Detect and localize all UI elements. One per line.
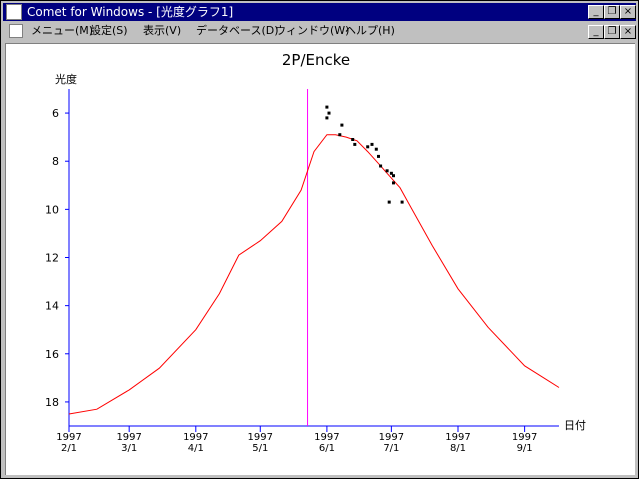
observation-point bbox=[379, 164, 383, 168]
observation-point bbox=[325, 105, 329, 109]
doc-minimize-button[interactable]: _ bbox=[588, 25, 604, 39]
x-tick-label-date: 3/1 bbox=[121, 443, 137, 454]
x-tick-label-year: 1997 bbox=[248, 432, 273, 443]
menu-bar: メニュー(M) 設定(S) 表示(V) データベース(D) ウィンドウ(W) ヘ… bbox=[3, 22, 636, 41]
y-tick-label: 6 bbox=[52, 107, 59, 120]
x-tick-label-year: 1997 bbox=[183, 432, 208, 443]
menu-item-view[interactable]: 表示(V) bbox=[143, 24, 182, 37]
predicted-brightness-curve bbox=[68, 134, 560, 415]
observation-point bbox=[370, 142, 374, 146]
y-tick-label: 18 bbox=[45, 396, 59, 409]
x-tick-label-date: 9/1 bbox=[517, 443, 533, 454]
restore-button[interactable]: ❐ bbox=[604, 5, 620, 19]
menu-item-database[interactable]: データベース(D) bbox=[196, 24, 279, 37]
observation-point bbox=[385, 169, 389, 173]
menu-item-help[interactable]: ヘルプ(H) bbox=[345, 24, 395, 37]
document-icon[interactable] bbox=[9, 24, 23, 38]
observation-point bbox=[387, 200, 391, 204]
observation-point bbox=[327, 111, 331, 115]
x-tick-label-year: 1997 bbox=[314, 432, 339, 443]
menu-item-settings[interactable]: 設定(S) bbox=[90, 24, 128, 37]
x-tick-label-year: 1997 bbox=[512, 432, 537, 443]
x-tick-label-date: 5/1 bbox=[252, 443, 268, 454]
chart-title: 2P/Encke bbox=[282, 51, 350, 69]
observation-point bbox=[377, 154, 380, 158]
y-tick-label: 12 bbox=[45, 252, 59, 265]
observation-point bbox=[338, 133, 342, 137]
y-tick-label: 16 bbox=[45, 348, 59, 361]
menu-item-window[interactable]: ウィンドウ(W) bbox=[275, 24, 350, 37]
window-title: Comet for Windows - [光度グラフ1] bbox=[27, 5, 234, 19]
x-tick-label-year: 1997 bbox=[116, 432, 141, 443]
y-tick-label: 8 bbox=[52, 155, 59, 168]
x-tick-label-year: 1997 bbox=[445, 432, 470, 443]
observation-point bbox=[325, 116, 329, 120]
title-bar[interactable]: Comet for Windows - [光度グラフ1] _ ❐ × bbox=[3, 3, 636, 21]
observation-point bbox=[353, 142, 357, 146]
x-tick-label-date: 6/1 bbox=[319, 443, 335, 454]
x-tick-label-year: 1997 bbox=[56, 432, 81, 443]
x-tick-label-year: 1997 bbox=[379, 432, 404, 443]
observation-point bbox=[374, 147, 378, 151]
minimize-button[interactable]: _ bbox=[588, 5, 604, 19]
doc-close-button[interactable]: × bbox=[620, 25, 636, 39]
observation-point bbox=[351, 138, 355, 141]
doc-restore-button[interactable]: ❐ bbox=[604, 25, 620, 39]
x-tick-label-date: 4/1 bbox=[188, 443, 204, 454]
menu-item-menu[interactable]: メニュー(M) bbox=[31, 24, 94, 37]
observation-point bbox=[340, 123, 344, 127]
observation-point bbox=[392, 174, 395, 178]
observation-point bbox=[389, 171, 393, 175]
x-tick-label-date: 7/1 bbox=[383, 443, 399, 454]
brightness-chart: 2P/Encke 光度 日付 68101214161819972/119973/… bbox=[45, 51, 586, 454]
y-tick-label: 10 bbox=[45, 203, 59, 216]
observation-point bbox=[400, 200, 404, 204]
y-tick-label: 14 bbox=[45, 300, 59, 313]
observation-point bbox=[366, 145, 370, 149]
close-button[interactable]: × bbox=[620, 5, 636, 19]
app-icon[interactable] bbox=[6, 4, 22, 20]
x-tick-label-date: 2/1 bbox=[61, 443, 77, 454]
x-tick-label-date: 8/1 bbox=[450, 443, 466, 454]
observation-point bbox=[392, 181, 395, 185]
y-axis-label: 光度 bbox=[55, 72, 77, 86]
chart-area: 2P/Encke 光度 日付 6 8 10 12 14 16 18 1997 2/1 1997 3/… bbox=[5, 43, 635, 475]
x-axis-label: 日付 bbox=[564, 419, 586, 432]
